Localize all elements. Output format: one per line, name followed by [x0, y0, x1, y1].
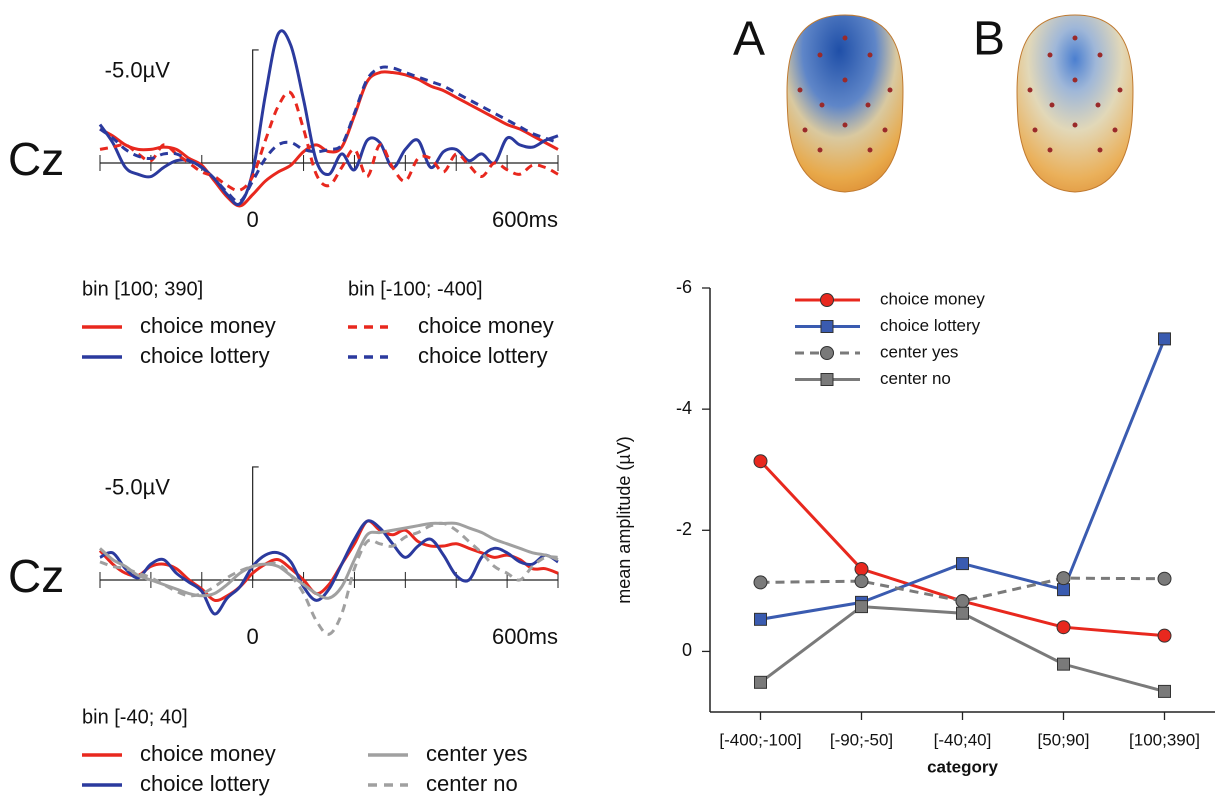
x-tick-label: 600ms	[492, 624, 558, 649]
x-tick-label: 600ms	[492, 207, 558, 232]
panel-label: A	[733, 13, 765, 66]
erp-line	[100, 523, 558, 634]
marker	[755, 676, 767, 688]
panel-label: B	[973, 13, 1005, 66]
legend-label: choice money	[140, 313, 276, 338]
marker	[754, 576, 767, 589]
scale-bar-label: -5.0µV	[105, 58, 171, 83]
legend-label: choice lottery	[140, 771, 270, 796]
y-tick-label: -4	[676, 398, 692, 418]
x-tick-label: [100;390]	[1129, 730, 1200, 749]
topomap-b	[1017, 15, 1133, 192]
erp-line	[100, 521, 558, 614]
legend-title: bin [100; 390]	[82, 278, 203, 300]
legend-label: choice lottery	[880, 316, 981, 335]
y-tick-label: -2	[676, 519, 692, 539]
legend-title: bin [-100; -400]	[348, 278, 483, 300]
x-tick-label: [-40;40]	[934, 730, 992, 749]
legend-label: choice lottery	[140, 343, 270, 368]
marker	[821, 374, 833, 386]
marker	[956, 595, 969, 608]
marker	[957, 558, 969, 570]
marker	[856, 601, 868, 613]
y-tick-label: -6	[676, 277, 692, 297]
x-tick-label: [-90;-50]	[830, 730, 893, 749]
marker	[855, 575, 868, 588]
channel-label: Cz	[8, 550, 64, 602]
x-tick-label: [50;90]	[1038, 730, 1090, 749]
x-axis-title: category	[927, 757, 998, 776]
channel-label: Cz	[8, 133, 64, 185]
erp-line	[100, 67, 558, 202]
marker	[957, 607, 969, 619]
legend-label: choice money	[880, 289, 985, 308]
marker	[821, 321, 833, 333]
legend-label: center no	[426, 771, 518, 796]
x-tick-label: 0	[247, 207, 259, 232]
legend-label: choice lottery	[418, 343, 548, 368]
legend-label: center yes	[880, 342, 958, 361]
marker	[754, 455, 767, 468]
marker	[821, 347, 834, 360]
marker	[1158, 629, 1171, 642]
marker	[1158, 572, 1171, 585]
marker	[755, 613, 767, 625]
legend-title: bin [-40; 40]	[82, 706, 188, 728]
scale-bar-label: -5.0µV	[105, 475, 171, 500]
x-tick-label: [-400;-100]	[719, 730, 801, 749]
marker	[1159, 333, 1171, 345]
marker	[1058, 584, 1070, 596]
topomap-a	[787, 15, 903, 192]
marker	[1058, 658, 1070, 670]
legend-label: choice money	[140, 741, 276, 766]
marker	[1159, 685, 1171, 697]
legend-label: center yes	[426, 741, 528, 766]
marker	[1057, 572, 1070, 585]
x-tick-label: 0	[247, 624, 259, 649]
marker	[855, 563, 868, 576]
figure: A B Cz 0 600ms -5.0µV bin [100; 390] choice m…	[0, 0, 1222, 799]
marker	[821, 294, 834, 307]
marker	[1057, 621, 1070, 634]
y-tick-label: 0	[682, 640, 692, 660]
legend-label: choice money	[418, 313, 554, 338]
legend-label: center no	[880, 369, 951, 388]
y-axis-title: mean amplitude (µV)	[614, 436, 634, 603]
